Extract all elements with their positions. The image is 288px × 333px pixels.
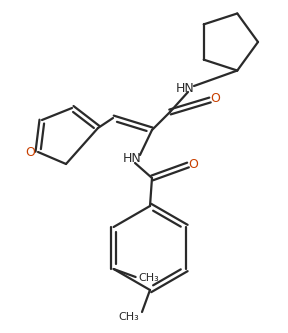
Text: CH₃: CH₃ <box>119 312 139 322</box>
Text: O: O <box>188 158 198 170</box>
Text: O: O <box>25 147 35 160</box>
Text: HN: HN <box>176 82 194 95</box>
Text: O: O <box>210 93 220 106</box>
Text: CH₃: CH₃ <box>138 273 159 283</box>
Text: HN: HN <box>123 152 141 165</box>
